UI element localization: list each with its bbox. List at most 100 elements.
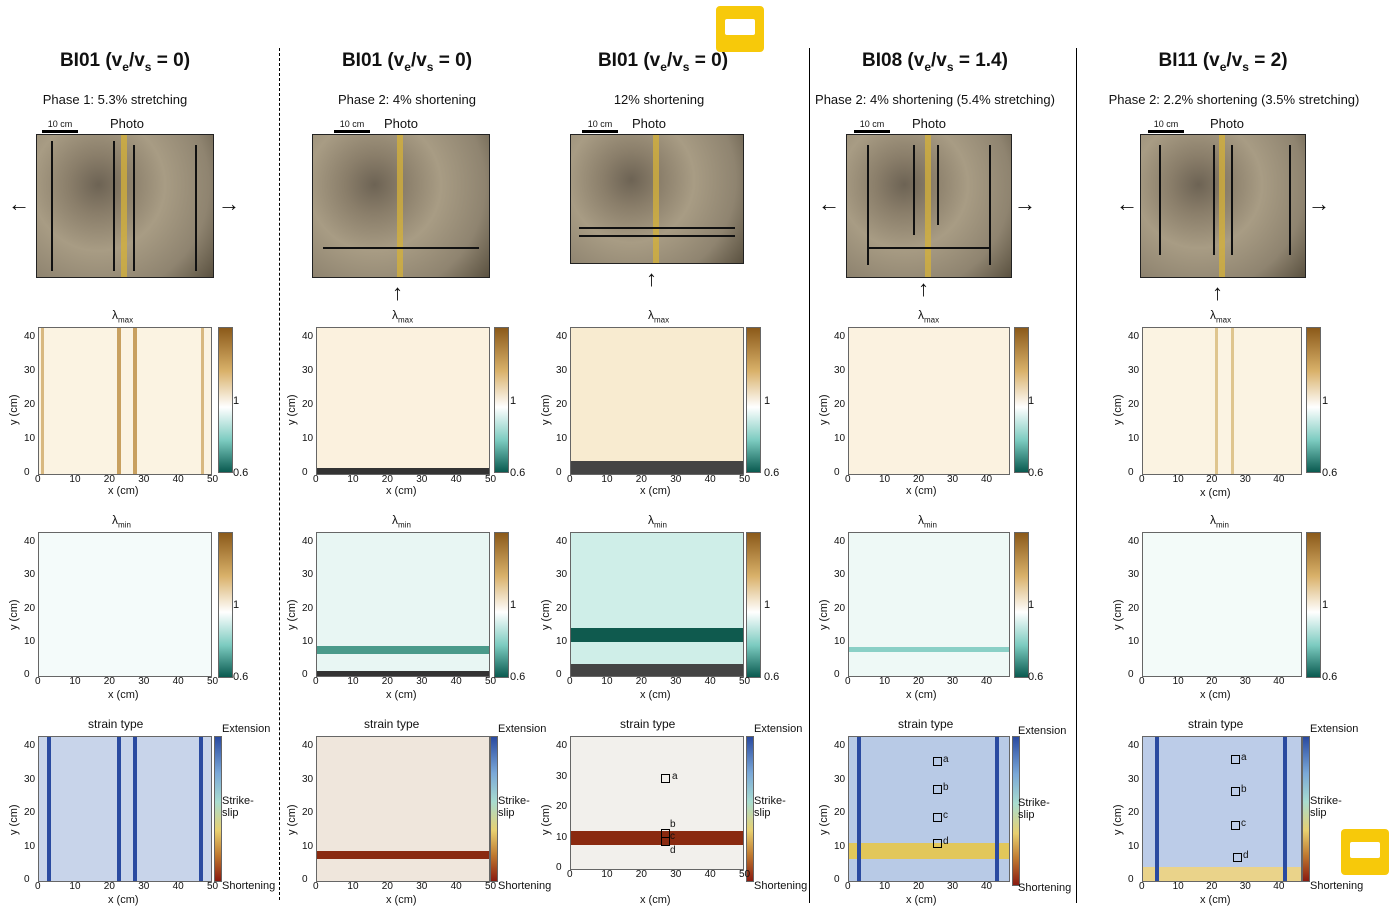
photo-label: Photo: [632, 116, 666, 131]
y-tick-label: 0: [302, 874, 308, 885]
column-bi01-stretch: BI01 (ve/vs = 0) Phase 1: 5.3% stretchin…: [0, 0, 275, 909]
x-tick-label: 20: [635, 676, 647, 687]
colorbar-strain-type: [214, 736, 222, 882]
x-axis-label: x (cm): [386, 485, 417, 497]
x-axis-label: x (cm): [1200, 894, 1231, 906]
x-tick-label: 0: [845, 881, 851, 892]
lambda-max-map: [1142, 327, 1302, 475]
x-axis-label: x (cm): [386, 894, 417, 906]
column-title: BI01 (ve/vs = 0): [59, 50, 191, 74]
x-axis-label: x (cm): [640, 894, 671, 906]
y-tick-label: 0: [834, 467, 840, 478]
x-tick-label: 30: [947, 676, 959, 687]
separator-dashed: [279, 48, 280, 900]
colorbar-lambda-max: [746, 327, 761, 473]
x-tick-label: 20: [103, 676, 115, 687]
x-tick-label: 20: [1206, 474, 1218, 485]
x-tick-label: 30: [416, 676, 428, 687]
y-tick-label: 30: [24, 773, 36, 785]
lambda-max-map: [848, 327, 1010, 475]
lambda-max-label: λmax: [648, 308, 670, 325]
y-tick-label: 0: [556, 467, 562, 478]
extension-label: Extension: [1018, 725, 1067, 737]
y-tick-label: 0: [1128, 874, 1134, 885]
separator-solid-1: [809, 48, 810, 903]
y-tick-label: 10: [834, 635, 846, 647]
x-tick-label: 20: [913, 676, 925, 687]
x-tick-label: 10: [879, 474, 891, 485]
x-tick-label: 40: [450, 881, 462, 892]
x-tick-label: 30: [1239, 881, 1251, 892]
y-tick-label: 40: [302, 740, 314, 751]
colorbar-tick-06: 0.6: [1028, 467, 1044, 479]
photo-label: Photo: [912, 116, 946, 131]
lambda-max-map: [38, 327, 212, 475]
y-axis-label: y (cm): [540, 599, 552, 630]
lambda-min-label: λmin: [112, 513, 131, 530]
x-tick-label: 10: [69, 676, 81, 687]
extension-label: Extension: [222, 723, 271, 735]
point-label-a: a: [1241, 752, 1247, 763]
y-tick-label: 10: [1128, 433, 1140, 444]
colorbar-strain-type: [1302, 736, 1310, 882]
x-axis-label: x (cm): [906, 894, 937, 906]
strike-slip-label: Strike-slip: [222, 795, 254, 819]
column-bi01-short12: BI01 (ve/vs = 0) 12% shortening 10 cm Ph…: [536, 0, 807, 909]
y-tick-label: 30: [302, 773, 314, 785]
point-label-c: c: [670, 831, 675, 842]
y-tick-label: 20: [834, 602, 846, 614]
x-tick-label: 0: [567, 676, 573, 687]
photo-image: [1140, 134, 1306, 278]
x-tick-label: 40: [1273, 676, 1285, 687]
y-tick-label: 30: [1128, 365, 1140, 376]
y-tick-label: 20: [1128, 399, 1140, 410]
x-tick-label: 50: [739, 869, 751, 880]
y-tick-label: 40: [556, 740, 568, 751]
extension-label: Extension: [498, 723, 547, 735]
x-tick-label: 50: [485, 474, 497, 485]
colorbar-lambda-max: [494, 327, 509, 473]
x-tick-label: 0: [35, 474, 41, 485]
y-tick-label: 40: [834, 331, 846, 342]
y-axis-label: y (cm): [540, 804, 552, 835]
note-icon-bottom[interactable]: [1341, 829, 1389, 875]
point-label-a: a: [672, 771, 678, 782]
x-tick-label: 30: [670, 676, 682, 687]
x-tick-label: 20: [381, 676, 393, 687]
colorbar-tick-1: 1: [510, 599, 517, 611]
colorbar-tick-06: 0.6: [233, 671, 249, 683]
x-tick-label: 40: [1273, 881, 1285, 892]
x-tick-label: 0: [35, 676, 41, 687]
x-tick-label: 40: [450, 474, 462, 485]
x-tick-label: 40: [704, 869, 716, 880]
y-tick-label: 10: [24, 840, 36, 852]
strike-slip-label: Strike-slip: [1310, 795, 1342, 819]
y-tick-label: 30: [556, 365, 568, 376]
y-tick-label: 30: [556, 770, 568, 782]
y-axis-label: y (cm): [818, 804, 830, 835]
lambda-max-map: [316, 327, 490, 475]
y-tick-label: 10: [302, 433, 314, 444]
y-axis-label: y (cm): [818, 599, 830, 630]
y-tick-label: 20: [302, 807, 314, 818]
y-tick-label: 40: [1128, 331, 1140, 342]
y-tick-label: 0: [556, 862, 562, 873]
phase-label: Phase 1: 5.3% stretching: [42, 92, 188, 107]
scale-bar: 10 cm: [854, 119, 890, 133]
arrow-left-icon: ←: [818, 191, 840, 216]
x-tick-label: 50: [207, 474, 219, 485]
scale-bar: 10 cm: [334, 119, 370, 133]
photo-label: Photo: [110, 116, 144, 131]
colorbar-tick-06: 0.6: [510, 671, 526, 683]
colorbar-tick-1: 1: [233, 395, 240, 407]
shortening-label: Shortening: [222, 880, 276, 892]
arrow-right-icon: →: [1308, 191, 1330, 216]
x-tick-label: 20: [1206, 676, 1218, 687]
colorbar-tick-1: 1: [764, 599, 771, 611]
x-axis-label: x (cm): [906, 485, 937, 497]
point-label-d: d: [670, 845, 676, 856]
y-tick-label: 40: [302, 536, 314, 547]
x-tick-label: 40: [981, 881, 993, 892]
note-icon-top[interactable]: [716, 6, 764, 52]
lambda-max-label: λmax: [392, 308, 414, 325]
